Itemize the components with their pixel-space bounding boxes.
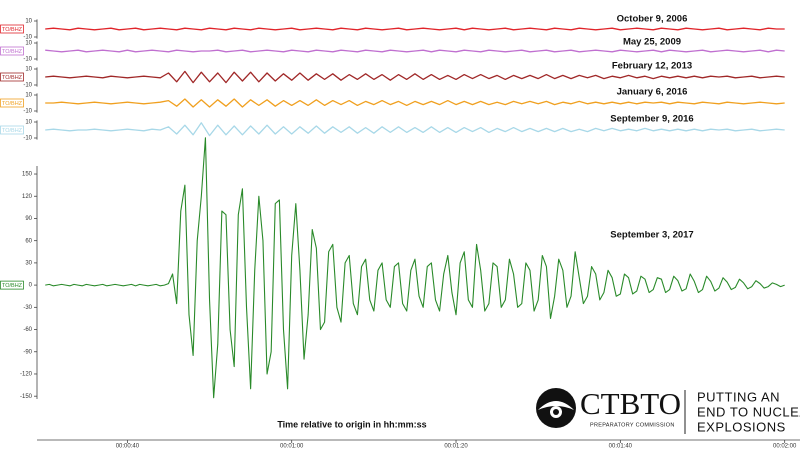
y-tick-label: 0 (29, 283, 33, 289)
y-tick-label: 10 (25, 19, 32, 25)
y-tick-label: -150 (20, 394, 33, 400)
y-tick-label: 10 (25, 41, 32, 47)
channel-box (0, 24, 24, 34)
channel-label: TO/BHZ (2, 283, 23, 289)
y-tick-label: -60 (23, 327, 32, 333)
y-tick-label: 10 (25, 120, 32, 126)
channel-box (0, 125, 24, 135)
trace (45, 98, 785, 108)
channel-label: TO/BHZ (2, 128, 23, 134)
logo-eye (538, 401, 574, 410)
y-tick-label: -10 (23, 136, 32, 142)
y-tick-label: 90 (25, 216, 32, 222)
channel-box (0, 72, 24, 82)
trace-title: January 6, 2016 (617, 87, 688, 98)
y-tick-label: 120 (22, 194, 33, 200)
trace-title: February 12, 2013 (612, 61, 692, 72)
channel-label: TO/BHZ (2, 101, 23, 107)
logo: CTBTO PREPARATORY COMMISSION PUTTING AN … (536, 386, 800, 434)
y-tick-label: 150 (22, 172, 33, 178)
x-tick-label: 00:01:00 (280, 444, 304, 449)
trace-title: September 3, 2017 (610, 230, 693, 241)
channel-box (0, 46, 24, 56)
trace (45, 70, 785, 84)
y-tick-label: -10 (23, 35, 32, 41)
x-tick-label: 00:02:00 (773, 444, 797, 449)
y-tick-label: -90 (23, 349, 32, 355)
y-tick-label: -10 (23, 57, 32, 63)
y-tick-label: 60 (25, 238, 32, 244)
y-tick-label: -30 (23, 305, 32, 311)
channel-box (0, 98, 24, 108)
channel-box (0, 280, 24, 290)
y-tick-label: 30 (25, 260, 32, 266)
trace (45, 27, 785, 31)
trace-title: May 25, 2009 (623, 37, 681, 48)
channel-label: TO/BHZ (2, 27, 23, 33)
x-tick-label: 00:01:40 (609, 444, 633, 449)
y-tick-label: -10 (23, 109, 32, 115)
y-tick-label: -10 (23, 83, 32, 89)
logo-slogan: END TO NUCLEAR (697, 404, 800, 419)
y-tick-label: 10 (25, 67, 32, 73)
logo-slogan: EXPLOSIONS (697, 419, 786, 434)
y-tick-label: 10 (25, 93, 32, 99)
trace-title: October 9, 2006 (617, 14, 688, 25)
logo-slogan: PUTTING AN (697, 389, 780, 404)
trace (45, 137, 785, 399)
channel-label: TO/BHZ (2, 49, 23, 55)
logo-pupil-core (553, 409, 559, 415)
logo-subtitle: PREPARATORY COMMISSION (590, 422, 675, 428)
y-tick-label: -120 (20, 372, 33, 378)
trace-title: September 9, 2016 (610, 114, 693, 125)
trace (45, 122, 785, 137)
channel-label: TO/BHZ (2, 75, 23, 81)
trace (45, 49, 785, 53)
x-tick-label: 00:01:20 (444, 444, 468, 449)
x-tick-label: 00:00:40 (116, 444, 140, 449)
x-axis-label: Time relative to origin in hh:mm:ss (277, 419, 426, 429)
logo-name: CTBTO (580, 386, 681, 421)
